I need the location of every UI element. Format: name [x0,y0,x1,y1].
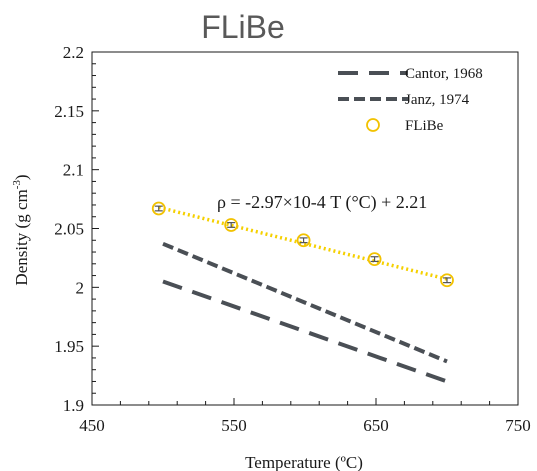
x-tick-label: 750 [505,416,531,435]
y-tick-label: 2 [76,278,85,297]
data-point [440,273,454,288]
x-tick-label: 550 [221,416,247,435]
y-tick-label: 1.95 [54,337,84,356]
data-point [367,252,382,266]
y-axis-label: Density (g cm-3) [11,174,31,285]
x-axis-label: Temperature (ºC) [245,453,363,471]
legend-swatch [366,118,380,132]
series-line-cantor-1968 [162,279,448,384]
legend-label: FLiBe [405,118,444,134]
y-tick-label: 1.9 [63,396,84,415]
chart-title: FLiBe [201,9,285,45]
y-tick-label: 2.1 [63,161,84,180]
series-line-janz-1974 [162,241,448,364]
y-tick-label: 2.05 [54,220,84,239]
legend-label: Cantor, 1968 [405,66,483,82]
equation-annotation: ρ = -2.97×10-4 T (°C) + 2.21 [217,192,427,213]
data-point [151,201,166,216]
data-point [296,233,311,248]
legend-label: Janz, 1974 [405,92,470,108]
x-tick-label: 450 [79,416,105,435]
y-tick-label: 2.2 [63,43,84,62]
data-point [224,218,239,232]
y-tick-label: 2.15 [54,102,84,121]
x-tick-label: 650 [363,416,389,435]
